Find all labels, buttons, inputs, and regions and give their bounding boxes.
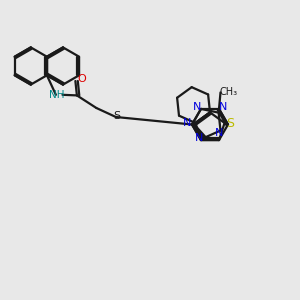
Text: NH: NH [49,90,64,100]
Text: O: O [77,74,86,85]
Text: N: N [193,102,201,112]
Text: N: N [219,102,227,112]
Text: S: S [226,117,235,130]
Text: N: N [183,118,192,128]
Text: CH₃: CH₃ [220,86,238,97]
Text: N: N [215,128,223,138]
Text: N: N [194,133,203,143]
Text: S: S [113,111,120,122]
